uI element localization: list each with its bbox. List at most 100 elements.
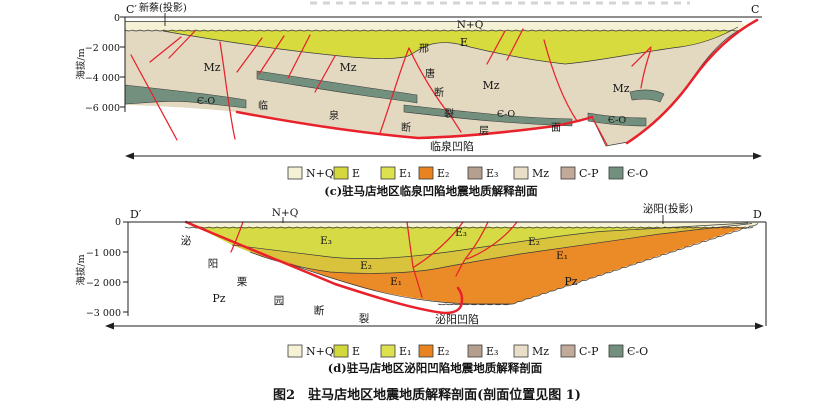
layer-nq-band — [125, 21, 746, 30]
fault-char: 阳 — [208, 258, 219, 270]
legend-label: Mz — [532, 345, 549, 358]
legend-label: C-P — [579, 167, 599, 180]
unit-label-pz: Pz — [564, 275, 577, 288]
unit-label-co: Є-O — [197, 96, 215, 107]
fault-line-liyuan-main — [184, 220, 464, 315]
fault-char: 泉 — [329, 109, 339, 122]
unit-label-mz: Mz — [482, 79, 499, 92]
unit-label-nq: N+Q — [457, 19, 484, 31]
legend-swatch — [560, 166, 576, 180]
legend-label: E₁ — [399, 167, 411, 180]
layer-co-band-left — [124, 84, 247, 109]
figure-caption: 图2 驻马店地区地震地质解释剖面(剖面位置见图 1) — [273, 387, 581, 403]
layer-e-wedge — [163, 26, 742, 64]
e1-bottom-boundary — [289, 263, 510, 305]
legend-label: E — [352, 345, 360, 358]
legend-swatch — [608, 166, 624, 180]
nq-wavy-unconformity-d — [184, 226, 754, 229]
projection-label: 新蔡(投影) — [139, 1, 187, 14]
unit-label-nq: N+Q — [272, 207, 299, 219]
legend-swatch — [418, 344, 434, 358]
arrowhead-left — [105, 322, 114, 330]
legend-label: C-P — [579, 345, 599, 358]
legend-label: E — [352, 167, 360, 180]
legend-label: Mz — [532, 167, 549, 180]
legend-swatch — [380, 344, 396, 358]
layer-co-band-mid — [256, 70, 418, 104]
fault-line-boundary-east — [625, 18, 759, 145]
e1-wavy-pinchout — [437, 223, 759, 306]
fault-char: 面 — [551, 123, 561, 134]
e-bottom-boundary — [162, 26, 739, 65]
legend-swatch — [513, 166, 529, 180]
nq-wavy-unconformity — [124, 29, 741, 32]
arrowhead-right — [753, 152, 762, 160]
legend-swatch — [287, 166, 303, 180]
fault-char: 邢 — [419, 43, 429, 55]
sag-label-linquan: 临泉凹陷 — [430, 139, 474, 153]
y-axis-ticks-d — [123, 221, 128, 313]
layer-e1-deep-fill — [250, 223, 757, 305]
legend-label: E₁ — [399, 345, 411, 358]
minor-fault-lines — [130, 28, 652, 146]
fault-char: 层 — [479, 125, 489, 137]
fault-char: 园 — [274, 295, 285, 307]
tick-label: 0 — [114, 13, 120, 24]
section-c-linquan-profile: C′ 新蔡(投影) C 0 −2 000 −4 000 −6 000 海拔/m … — [75, 1, 762, 160]
unit-label-e3: E₃ — [320, 235, 332, 247]
layer-e3 — [193, 222, 755, 259]
legend-swatch — [513, 344, 529, 358]
legend-label: E₂ — [437, 345, 449, 358]
legend-swatch — [608, 344, 624, 358]
tick-label: −1 000 — [86, 248, 121, 259]
unit-label-mz: Mz — [612, 82, 629, 95]
unit-label-co: Є-O — [497, 109, 515, 120]
unit-label-mz: Mz — [339, 61, 356, 74]
legend-swatch — [560, 344, 576, 358]
fault-char: 断 — [401, 121, 411, 134]
unit-label-co: Є-O — [608, 115, 626, 126]
layer-co-sliver — [629, 89, 665, 103]
legend-swatch — [418, 166, 434, 180]
subcaption-c: (c)驻马店地区临泉凹陷地震地质解释剖面 — [324, 184, 538, 198]
arrowhead-right — [755, 322, 764, 330]
endpoint-label-d-prime: D′ — [130, 208, 142, 221]
tick-label: −4 000 — [85, 73, 120, 84]
minor-fault-lines-d — [230, 221, 518, 298]
legend-swatch — [333, 344, 349, 358]
tick-label: −3 000 — [86, 308, 121, 319]
fault-char: 断 — [434, 86, 444, 99]
endpoint-label-c-prime: C′ — [126, 3, 137, 16]
legend-label: E₃ — [486, 345, 498, 358]
unit-label-e2: E₂ — [528, 236, 540, 248]
legend-label: Є-O — [627, 167, 648, 180]
legend-label: N+Q — [306, 167, 334, 180]
legend-swatch — [467, 344, 483, 358]
tick-label: −6 000 — [85, 103, 120, 114]
axis-title: 海拔/m — [75, 48, 87, 79]
legend-row-d: N+Q E E₁ E₂ E₃ Mz C-P Є-O — [287, 344, 648, 358]
fault-char: 裂 — [444, 107, 454, 120]
e2-bottom-boundary — [249, 223, 753, 274]
fault-line-linquan-detachment — [235, 110, 594, 140]
legend-label: E₃ — [486, 167, 498, 180]
axis-title: 海拔/m — [75, 254, 87, 285]
arrowhead-left — [125, 152, 134, 160]
layer-nq-band-d — [186, 222, 761, 227]
fault-char: 裂 — [359, 312, 370, 325]
unit-label-mz: Mz — [203, 61, 220, 74]
endpoint-label-c: C — [751, 3, 759, 16]
legend-swatch — [287, 344, 303, 358]
fault-char: 临 — [258, 99, 268, 112]
legend-label: Є-O — [627, 345, 648, 358]
fault-char: 泌 — [181, 234, 192, 247]
legend-label: E₂ — [437, 167, 449, 180]
projection-label-d: 泌阳(投影) — [643, 202, 693, 215]
unit-label-e2: E₂ — [360, 260, 372, 272]
legend-row-c: N+Q E E₁ E₂ E₃ Mz C-P Є-O — [287, 166, 648, 180]
unit-label-e3: E₃ — [455, 227, 467, 239]
e3-bottom-boundary — [231, 222, 749, 259]
y-axis-ticks — [120, 16, 125, 108]
